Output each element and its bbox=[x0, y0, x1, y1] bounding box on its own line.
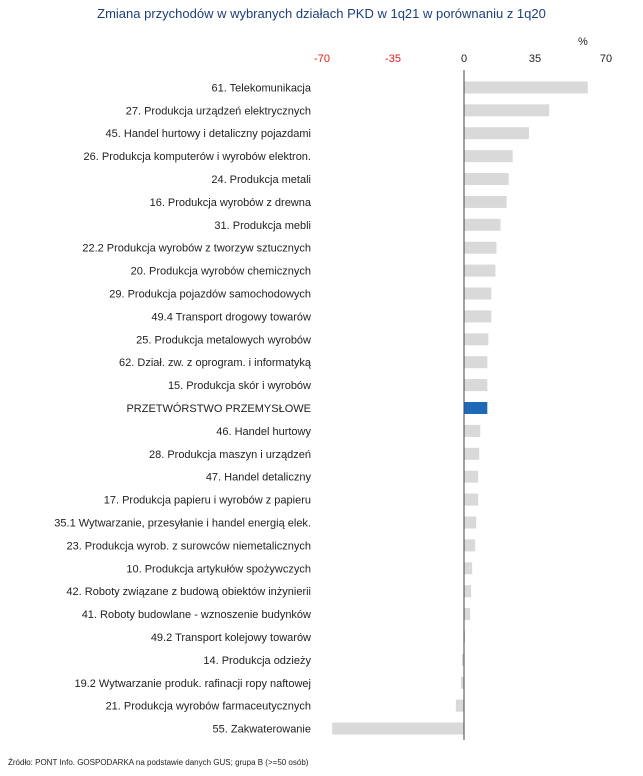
category-label: 17. Produkcja papieru i wyrobów z papier… bbox=[104, 495, 311, 507]
bar bbox=[332, 722, 464, 735]
category-label: 49.4 Transport drogowy towarów bbox=[151, 311, 311, 323]
category-label: 49.2 Transport kolejowy towarów bbox=[151, 632, 311, 644]
category-label: 61. Telekomunikacja bbox=[212, 82, 312, 94]
category-label: 10. Produkcja artykułów spożywczych bbox=[126, 563, 311, 575]
bar bbox=[464, 402, 488, 414]
bar bbox=[464, 310, 492, 323]
bar bbox=[464, 424, 481, 437]
category-label: 16. Produkcja wyrobów z drewna bbox=[150, 197, 312, 209]
bar bbox=[464, 173, 509, 186]
category-label: 23. Produkcja wyrob. z surowców niemetal… bbox=[66, 540, 311, 552]
bar bbox=[464, 630, 466, 643]
category-label: 24. Produkcja metali bbox=[211, 174, 311, 186]
bar bbox=[464, 218, 501, 231]
bar bbox=[464, 150, 513, 163]
x-tick-label: -70 bbox=[314, 53, 330, 65]
x-tick-label: 0 bbox=[461, 53, 467, 65]
bar bbox=[464, 356, 488, 369]
chart-title: Zmiana przychodów w wybranych działach P… bbox=[97, 6, 546, 21]
source-note: Źródło: PONT Info. GOSPODARKA na podstaw… bbox=[8, 758, 309, 767]
bar bbox=[460, 676, 464, 689]
category-label: 31. Produkcja mebli bbox=[214, 220, 311, 232]
bar bbox=[464, 562, 473, 575]
bar bbox=[464, 516, 477, 529]
x-tick-label: 70 bbox=[600, 53, 612, 65]
unit-label: % bbox=[578, 36, 588, 48]
category-label: 47. Handel detaliczny bbox=[206, 472, 312, 484]
bar bbox=[464, 379, 488, 392]
x-tick-label: -35 bbox=[385, 53, 401, 65]
category-label: 20. Produkcja wyrobów chemicznych bbox=[131, 266, 311, 278]
x-tick-label: 35 bbox=[529, 53, 541, 65]
bar bbox=[461, 653, 464, 666]
bar bbox=[464, 81, 588, 94]
bar bbox=[464, 608, 471, 621]
bar bbox=[464, 447, 480, 460]
bar bbox=[464, 195, 507, 208]
category-label: 46. Handel hurtowy bbox=[216, 426, 311, 438]
category-label: 25. Produkcja metalowych wyrobów bbox=[136, 334, 311, 346]
bar bbox=[464, 287, 492, 300]
bar bbox=[464, 470, 479, 483]
category-label: 19.2 Wytwarzanie produk. rafinacji ropy … bbox=[74, 678, 311, 690]
bar bbox=[464, 585, 472, 598]
bar bbox=[464, 104, 550, 117]
category-label: 14. Produkcja odzieży bbox=[203, 655, 311, 667]
category-label: 35.1 Wytwarzanie, przesyłanie i handel e… bbox=[54, 517, 311, 529]
category-label: 28. Produkcja maszyn i urządzeń bbox=[149, 449, 311, 461]
bar bbox=[464, 333, 489, 346]
category-label: 15. Produkcja skór i wyrobów bbox=[168, 380, 311, 392]
bar bbox=[464, 539, 476, 552]
bar bbox=[455, 699, 464, 712]
bar bbox=[464, 241, 497, 254]
category-label: 45. Handel hurtowy i detaliczny pojazdam… bbox=[106, 128, 311, 140]
bar bbox=[464, 493, 479, 506]
category-label: 29. Produkcja pojazdów samochodowych bbox=[109, 289, 311, 301]
category-label: 42. Roboty związane z budową obiektów in… bbox=[66, 586, 311, 598]
category-label: 55. Zakwaterowanie bbox=[213, 724, 311, 736]
bar bbox=[464, 127, 529, 140]
category-label: 27. Produkcja urządzeń elektrycznych bbox=[126, 105, 311, 117]
category-label: 41. Roboty budowlane - wznoszenie budynk… bbox=[82, 609, 311, 621]
category-label: 62. Dział. zw. z oprogram. i informatyką bbox=[119, 357, 312, 369]
category-label: PRZETWÓRSTWO PRZEMYSŁOWE bbox=[126, 402, 311, 415]
category-label: 26. Produkcja komputerów i wyrobów elekt… bbox=[84, 151, 311, 163]
category-label: 21. Produkcja wyrobów farmaceutycznych bbox=[106, 701, 311, 713]
bar bbox=[464, 264, 496, 277]
category-label: 22.2 Produkcja wyrobów z tworzyw sztuczn… bbox=[82, 243, 311, 255]
